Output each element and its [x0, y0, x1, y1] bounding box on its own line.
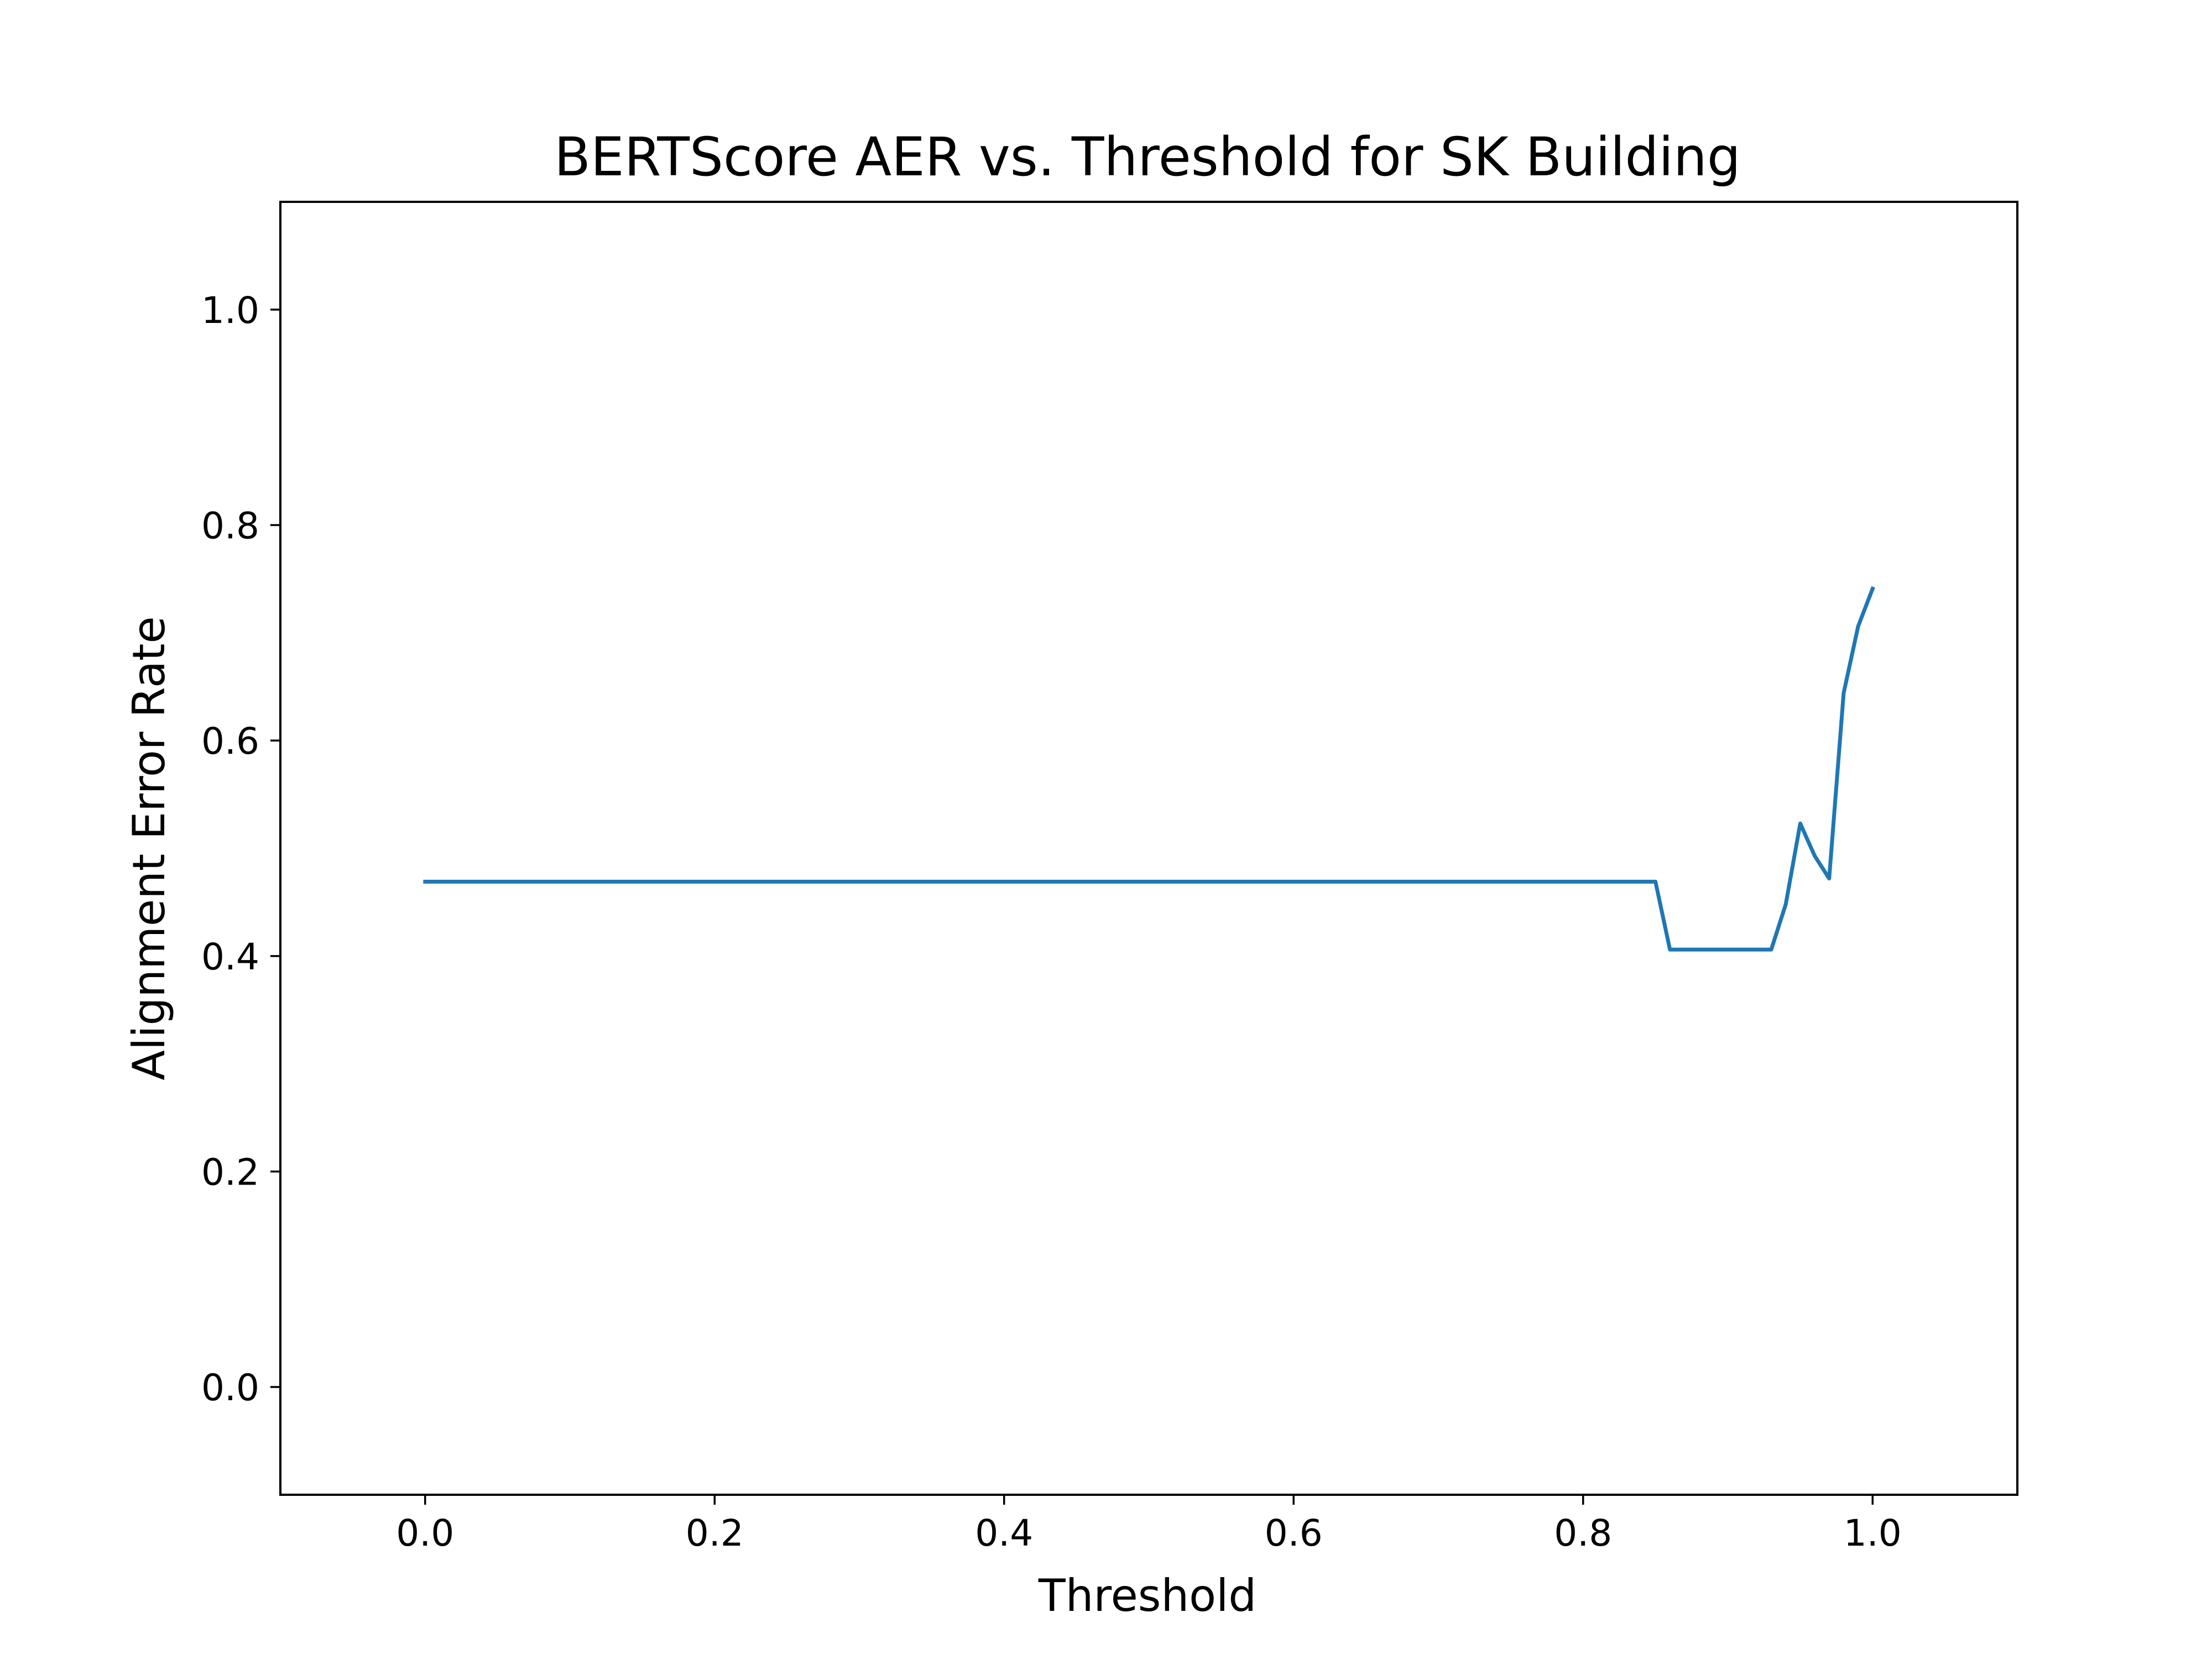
series-line-0: [423, 586, 1875, 952]
x-tick-label: 0.0: [396, 1512, 454, 1554]
y-tick-label: 0.2: [201, 1151, 259, 1194]
x-tick-label: 1.0: [1844, 1512, 1902, 1554]
x-tick-label: 0.6: [1265, 1512, 1323, 1554]
y-tick-label: 0.6: [201, 720, 259, 763]
x-tick-label: 0.8: [1554, 1512, 1612, 1554]
y-tick-label: 0.0: [201, 1366, 259, 1409]
x-axis-ticks: 0.0 0.2 0.4 0.6 0.8 1.0: [396, 1495, 1902, 1554]
y-axis-ticks: 0.0 0.2 0.4 0.6 0.8 1.0: [201, 289, 280, 1409]
y-tick-label: 0.4: [201, 936, 259, 978]
y-tick-label: 1.0: [201, 289, 259, 332]
y-axis-label: Alignment Error Rate: [123, 616, 175, 1080]
y-tick-label: 0.8: [201, 505, 259, 547]
chart-title: BERTScore AER vs. Threshold for SK Build…: [554, 126, 1741, 188]
x-tick-label: 0.2: [686, 1512, 744, 1554]
x-tick-label: 0.4: [975, 1512, 1033, 1554]
x-axis-label: Threshold: [1038, 1570, 1256, 1621]
plot-area-frame: [279, 201, 2018, 1496]
series-layer: [423, 586, 1875, 952]
